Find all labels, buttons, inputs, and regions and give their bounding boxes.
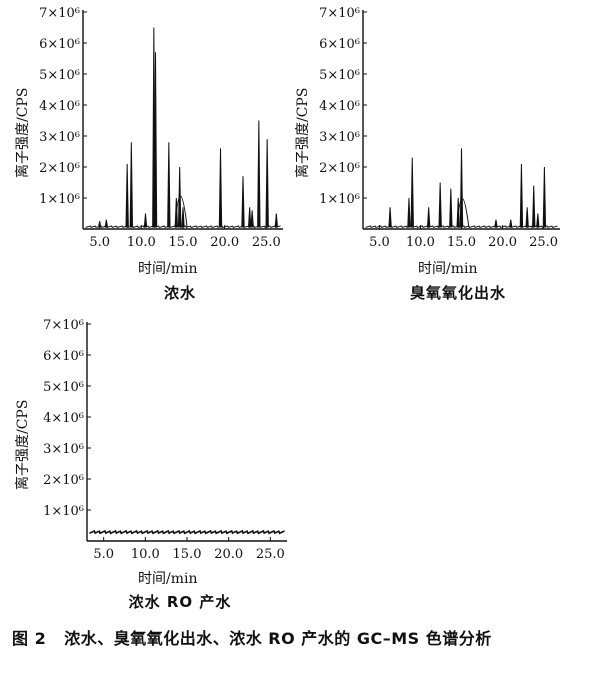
y-tick-label: 5×10⁶ xyxy=(319,68,360,83)
chromatogram-peak xyxy=(438,182,442,228)
y-axis-label-1: 离子强度/CPS xyxy=(15,87,31,178)
chart-svg-2: 1×10⁶ 2×10⁶ 3×10⁶ 4×10⁶ 5×10⁶ 6×10⁶ 7×10⁶ 5.0 10… xyxy=(319,6,560,250)
y-tick-label: 1×10⁶ xyxy=(39,192,80,207)
chromatogram-peak xyxy=(509,219,513,228)
x-tick-label: 15.0 xyxy=(169,235,198,250)
chromatogram-peak xyxy=(407,197,411,228)
chromatogram-baseline xyxy=(89,529,285,535)
x-tick-label: 20.0 xyxy=(488,235,517,250)
chromatogram-peak xyxy=(97,221,102,228)
y-tick-label: 6×10⁶ xyxy=(43,349,84,364)
x-tick-label: 15.0 xyxy=(447,235,476,250)
chromatogram-peak xyxy=(104,219,109,228)
x-tick-label: 25.0 xyxy=(256,547,285,562)
y-axis-label-3: 离子强度/CPS xyxy=(15,399,31,490)
chart-title-1: 浓水 xyxy=(163,284,196,302)
chromatogram-peak xyxy=(153,52,158,228)
chart-panel-3: 1×10⁶ 2×10⁶ 3×10⁶ 4×10⁶ 5×10⁶ 6×10⁶ 7×10⁶ 5.0 10… xyxy=(0,312,290,612)
y-tick-label: 7×10⁶ xyxy=(39,6,80,21)
chromatogram-peak xyxy=(542,166,547,228)
y-tick-label: 2×10⁶ xyxy=(43,473,84,488)
chromatogram-peak xyxy=(519,163,524,228)
figure-caption: 图 2 浓水、臭氧氧化出水、浓水 RO 产水的 GC–MS 色谱分析 xyxy=(12,625,492,649)
y-tick-label: 3×10⁶ xyxy=(39,130,80,145)
chromatogram-peak xyxy=(274,213,279,228)
y-tick-label: 3×10⁶ xyxy=(43,442,84,457)
y-tick-label: 2×10⁶ xyxy=(319,161,360,176)
chromatogram-peak xyxy=(250,210,254,228)
y-tick-label: 4×10⁶ xyxy=(43,411,84,426)
x-tick-label: 5.0 xyxy=(89,235,110,250)
x-axis-label-1: 时间/min xyxy=(138,261,198,277)
y-tick-label: 5×10⁶ xyxy=(39,68,80,83)
y-tick-label: 3×10⁶ xyxy=(319,130,360,145)
y-tick-label: 7×10⁶ xyxy=(43,318,84,333)
y-tick-label: 4×10⁶ xyxy=(319,99,360,114)
chromatogram-peak xyxy=(167,142,171,228)
chromatogram-peak xyxy=(181,207,185,228)
chromatogram-peak xyxy=(125,163,129,228)
x-tick-label: 10.0 xyxy=(406,235,435,250)
y-tick-label: 1×10⁶ xyxy=(319,192,360,207)
x-tick-label: 20.0 xyxy=(210,235,239,250)
chart-title-2: 臭氧氧化出水 xyxy=(409,284,506,302)
figure-number: 图 2 xyxy=(12,629,47,648)
chromatogram-peak xyxy=(426,207,431,228)
y-tick-label: 6×10⁶ xyxy=(39,37,80,52)
chromatogram-peak xyxy=(536,213,540,228)
chromatogram-peak xyxy=(388,207,392,228)
x-axis-label-2: 时间/min xyxy=(418,261,478,277)
x-tick-label: 10.0 xyxy=(127,235,156,250)
y-axis-label-2: 离子强度/CPS xyxy=(295,87,311,178)
y-tick-label: 1×10⁶ xyxy=(43,504,84,519)
chromatogram-peak xyxy=(449,188,453,228)
x-tick-label: 25.0 xyxy=(252,235,281,250)
chromatogram-peak xyxy=(241,176,245,228)
x-tick-label: 5.0 xyxy=(369,235,390,250)
chromatogram-peak xyxy=(247,207,252,228)
chromatogram-peak xyxy=(129,142,134,228)
chart-panel-1: 1×10⁶ 2×10⁶ 3×10⁶ 4×10⁶ 5×10⁶ 6×10⁶ 7×10⁶ 5.0 10… xyxy=(0,0,290,302)
chromatogram-peak xyxy=(143,213,148,228)
chromatogram-peak xyxy=(410,157,414,228)
chromatogram-peak xyxy=(494,219,498,228)
x-tick-label: 20.0 xyxy=(214,547,243,562)
x-tick-label: 10.0 xyxy=(131,547,160,562)
chromatogram-peak xyxy=(532,185,536,228)
chromatogram-peak xyxy=(257,120,261,228)
x-tick-label: 5.0 xyxy=(93,547,114,562)
x-axis-label-3: 时间/min xyxy=(138,571,198,587)
y-tick-label: 6×10⁶ xyxy=(319,37,360,52)
y-tick-label: 4×10⁶ xyxy=(39,99,80,114)
chromatogram-peak xyxy=(456,197,460,228)
y-tick-label: 5×10⁶ xyxy=(43,380,84,395)
chart-title-3: 浓水 RO 产水 xyxy=(128,593,232,611)
chromatogram-peak xyxy=(525,207,529,228)
chart-panel-2: 1×10⁶ 2×10⁶ 3×10⁶ 4×10⁶ 5×10⁶ 6×10⁶ 7×10⁶ 5.0 10… xyxy=(290,0,580,302)
chromatogram-peak xyxy=(174,197,179,228)
chart-svg-3: 1×10⁶ 2×10⁶ 3×10⁶ 4×10⁶ 5×10⁶ 6×10⁶ 7×10⁶ 5.0 10… xyxy=(43,318,287,562)
figure-caption-text: 浓水、臭氧氧化出水、浓水 RO 产水的 GC–MS 色谱分析 xyxy=(64,629,492,648)
y-tick-label: 2×10⁶ xyxy=(39,161,80,176)
x-tick-label: 25.0 xyxy=(529,235,558,250)
chromatogram-peak xyxy=(177,166,182,228)
chromatogram-peak xyxy=(265,139,269,228)
x-tick-label: 15.0 xyxy=(173,547,202,562)
y-tick-label: 7×10⁶ xyxy=(319,6,360,21)
chromatogram-peak xyxy=(218,148,223,228)
chromatogram-peak xyxy=(459,148,464,228)
chart-svg-1: 1×10⁶ 2×10⁶ 3×10⁶ 4×10⁶ 5×10⁶ 6×10⁶ 7×10⁶ 5.0 10… xyxy=(39,6,283,250)
